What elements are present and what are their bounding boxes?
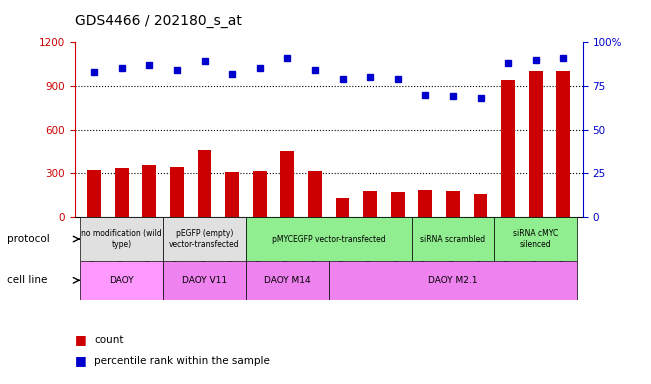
Bar: [246, 261, 329, 300]
Bar: [329, 261, 577, 300]
Text: pMYCEGFP vector-transfected: pMYCEGFP vector-transfected: [272, 235, 385, 243]
Text: DAOY V11: DAOY V11: [182, 276, 227, 285]
Bar: [198, 150, 212, 217]
Text: percentile rank within the sample: percentile rank within the sample: [94, 356, 270, 366]
Bar: [474, 194, 488, 217]
Bar: [225, 172, 239, 217]
Bar: [308, 171, 322, 217]
Text: protocol: protocol: [7, 234, 49, 244]
Bar: [87, 170, 101, 217]
Bar: [246, 217, 411, 261]
Bar: [80, 261, 163, 300]
Bar: [411, 217, 494, 261]
Text: no modification (wild
type): no modification (wild type): [81, 229, 162, 249]
Bar: [115, 168, 129, 217]
Bar: [80, 217, 163, 261]
Bar: [253, 171, 267, 217]
Bar: [281, 151, 294, 217]
Text: DAOY M14: DAOY M14: [264, 276, 311, 285]
Text: GDS4466 / 202180_s_at: GDS4466 / 202180_s_at: [75, 14, 242, 28]
Text: ■: ■: [75, 333, 87, 346]
Bar: [446, 192, 460, 217]
Text: cell line: cell line: [7, 275, 47, 285]
Bar: [363, 192, 377, 217]
Bar: [163, 217, 246, 261]
Bar: [494, 217, 577, 261]
Bar: [163, 261, 246, 300]
Bar: [336, 198, 350, 217]
Bar: [391, 192, 405, 217]
Bar: [501, 80, 515, 217]
Bar: [557, 71, 570, 217]
Text: ■: ■: [75, 354, 87, 367]
Bar: [419, 190, 432, 217]
Bar: [170, 167, 184, 217]
Text: DAOY M2.1: DAOY M2.1: [428, 276, 478, 285]
Text: count: count: [94, 335, 124, 345]
Text: siRNA scrambled: siRNA scrambled: [421, 235, 486, 243]
Text: siRNA cMYC
silenced: siRNA cMYC silenced: [513, 229, 559, 249]
Bar: [143, 165, 156, 217]
Text: pEGFP (empty)
vector-transfected: pEGFP (empty) vector-transfected: [169, 229, 240, 249]
Text: DAOY: DAOY: [109, 276, 134, 285]
Bar: [529, 71, 543, 217]
